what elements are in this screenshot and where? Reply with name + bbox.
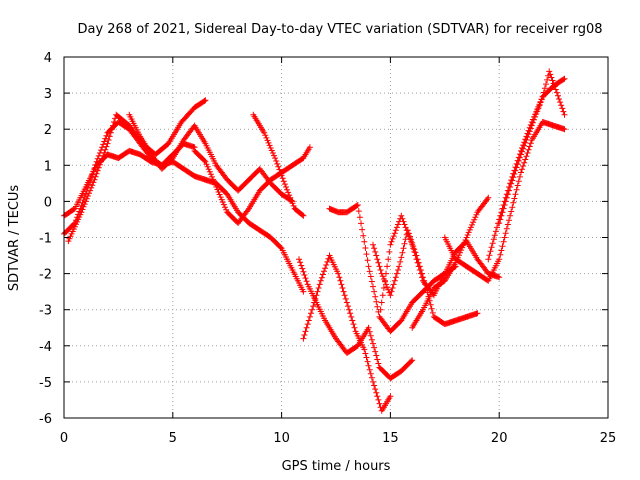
series-arc-7: [296, 256, 416, 382]
series-arc-12: [409, 194, 492, 331]
series-markers: [441, 119, 568, 284]
y-tick-label: -5: [39, 376, 52, 391]
series-arc-15: [496, 68, 568, 227]
series-arc-2: [61, 119, 198, 237]
y-tick-label: 1: [44, 159, 52, 174]
series-arc-8: [300, 252, 394, 414]
y-tick-label: 4: [44, 51, 52, 66]
series-arc-4: [126, 111, 296, 205]
series-markers: [300, 252, 394, 414]
series-arc-6: [250, 111, 307, 219]
grid: [64, 57, 608, 418]
series-markers: [326, 202, 459, 335]
series-arc-14: [485, 75, 568, 263]
series-markers: [126, 111, 296, 205]
series-markers: [485, 75, 568, 263]
series-arc-5: [191, 144, 313, 227]
series-markers: [191, 144, 313, 227]
data-points: [61, 68, 568, 414]
series-arc-11: [376, 212, 503, 320]
y-axis-ticks: -6 -5 -4 -3 -2 -1 0 1 2 3 4: [39, 51, 608, 427]
x-axis-label: GPS time / hours: [282, 459, 391, 474]
y-tick-label: 2: [44, 123, 52, 138]
y-tick-label: 0: [44, 195, 52, 210]
y-tick-label: 3: [44, 87, 52, 102]
series-markers: [376, 212, 503, 320]
x-tick-label: 20: [491, 431, 508, 446]
plot-frame: [63, 56, 609, 419]
x-tick-label: 5: [169, 431, 177, 446]
y-tick-label: -3: [39, 304, 52, 319]
y-axis-label: SDTVAR / TECUs: [7, 185, 22, 292]
y-tick-label: -4: [39, 340, 52, 355]
x-tick-label: 10: [273, 431, 290, 446]
series-arc-9: [326, 202, 459, 335]
chart-title: Day 268 of 2021, Sidereal Day-to-day VTE…: [77, 22, 602, 37]
series-markers: [61, 119, 198, 237]
x-tick-label: 0: [60, 431, 68, 446]
x-tick-label: 15: [382, 431, 399, 446]
x-tick-label: 25: [600, 431, 617, 446]
series-arc-13: [441, 119, 568, 284]
series-markers: [296, 256, 416, 382]
x-axis-ticks: 0 5 10 15 20 25: [60, 57, 616, 446]
y-tick-label: -1: [39, 232, 52, 247]
y-tick-label: -6: [39, 412, 52, 427]
series-markers: [496, 68, 568, 227]
series-markers: [250, 111, 307, 219]
series-markers: [409, 194, 492, 331]
y-tick-label: -2: [39, 268, 52, 283]
